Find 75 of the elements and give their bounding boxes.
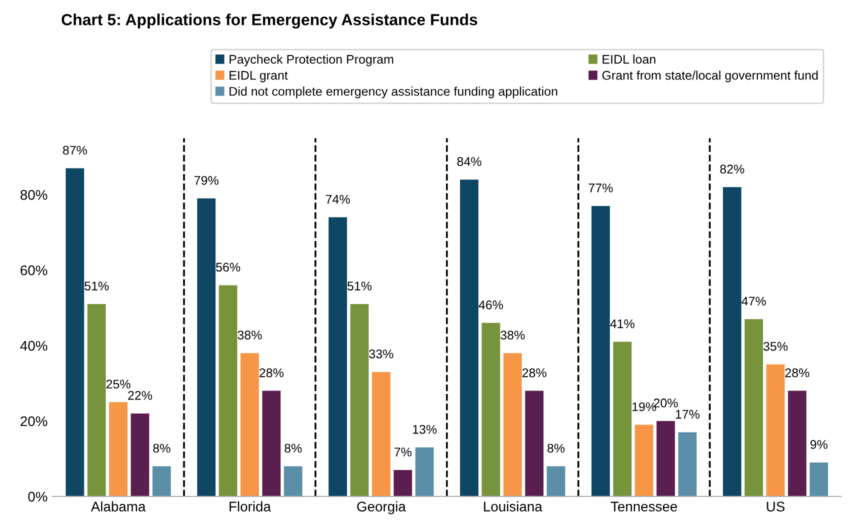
data-label: 51% <box>84 282 109 290</box>
bar <box>394 470 412 496</box>
y-tick-label: 20% <box>20 416 48 426</box>
y-tick-label: 0% <box>28 492 48 502</box>
bar <box>350 304 369 496</box>
bar <box>372 372 390 496</box>
bar <box>810 462 828 496</box>
bar <box>613 342 632 496</box>
x-tick-label: US <box>766 502 785 512</box>
bar <box>240 353 259 496</box>
bar <box>591 206 610 496</box>
bar <box>130 413 150 496</box>
data-label: 25% <box>106 380 130 389</box>
bar <box>262 390 281 496</box>
bar <box>218 285 238 496</box>
data-label: 84% <box>457 157 482 166</box>
x-tick-label: Louisiana <box>484 501 542 512</box>
data-label: 79% <box>194 176 218 185</box>
x-tick-label: Georgia <box>357 501 406 514</box>
data-label: 35% <box>763 342 788 351</box>
y-tick-label: 60% <box>20 265 48 276</box>
bar <box>678 432 697 496</box>
bar <box>460 180 478 496</box>
data-label: 8% <box>284 444 302 453</box>
bar <box>284 466 302 496</box>
x-tick-label: Florida <box>230 501 271 512</box>
bar <box>788 390 806 496</box>
bar <box>722 187 742 496</box>
data-label: 22% <box>128 391 152 400</box>
data-label: 28% <box>260 368 284 378</box>
bar <box>87 304 106 496</box>
data-label: 28% <box>785 368 810 378</box>
data-label: 82% <box>720 164 744 174</box>
bar <box>328 217 347 496</box>
y-tick-label: 80% <box>20 190 48 200</box>
legend-label: Grant from state/local government fund <box>602 70 818 82</box>
legend-label: EIDL grant <box>230 71 288 82</box>
bar <box>482 322 500 496</box>
chart-title: Chart 5: Applications for Emergency Assistance Funds <box>62 14 478 29</box>
data-label: 74% <box>326 194 350 204</box>
data-label: 8% <box>548 444 565 453</box>
data-label: 33% <box>369 350 394 358</box>
data-label: 13% <box>412 424 437 434</box>
data-label: 46% <box>478 300 503 310</box>
bar <box>66 168 84 496</box>
data-label: 8% <box>153 444 170 453</box>
data-label: 7% <box>394 448 412 456</box>
data-label: 28% <box>522 368 546 378</box>
data-label: 38% <box>500 330 525 340</box>
x-tick-label: Alabama <box>90 501 146 512</box>
legend-label: EIDL loan <box>602 54 656 64</box>
bar <box>656 420 675 496</box>
bar <box>634 424 654 496</box>
bar <box>503 353 522 496</box>
bar <box>197 198 216 496</box>
data-label: 51% <box>347 282 372 290</box>
bar <box>525 390 544 496</box>
bar <box>546 466 566 496</box>
x-tick-label: Tennessee <box>610 502 678 512</box>
data-label: 38% <box>238 330 262 340</box>
bar <box>415 447 434 496</box>
data-label: 41% <box>610 319 634 328</box>
data-label: 17% <box>676 410 700 419</box>
data-label: 77% <box>588 184 613 192</box>
data-label: 56% <box>216 262 240 272</box>
bar <box>152 466 171 496</box>
bar <box>766 364 785 496</box>
data-label: 47% <box>742 296 766 306</box>
data-label: 87% <box>62 146 87 155</box>
legend-label: Paycheck Protection Program <box>230 54 394 66</box>
bar <box>109 402 128 496</box>
data-label: 9% <box>810 440 828 449</box>
legend-label: Did not complete emergency assistance funding application <box>230 86 558 98</box>
bar <box>744 319 764 496</box>
y-tick-label: 40% <box>20 340 48 351</box>
